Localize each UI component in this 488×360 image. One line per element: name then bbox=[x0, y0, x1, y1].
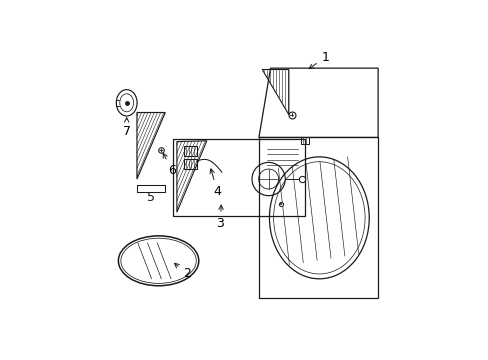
Text: 3: 3 bbox=[216, 205, 224, 230]
Text: 4: 4 bbox=[209, 169, 221, 198]
Text: 6: 6 bbox=[163, 153, 176, 177]
Text: 1: 1 bbox=[308, 50, 329, 69]
Text: 2: 2 bbox=[174, 263, 190, 280]
Text: 5: 5 bbox=[147, 192, 155, 204]
Text: 7: 7 bbox=[122, 118, 130, 138]
